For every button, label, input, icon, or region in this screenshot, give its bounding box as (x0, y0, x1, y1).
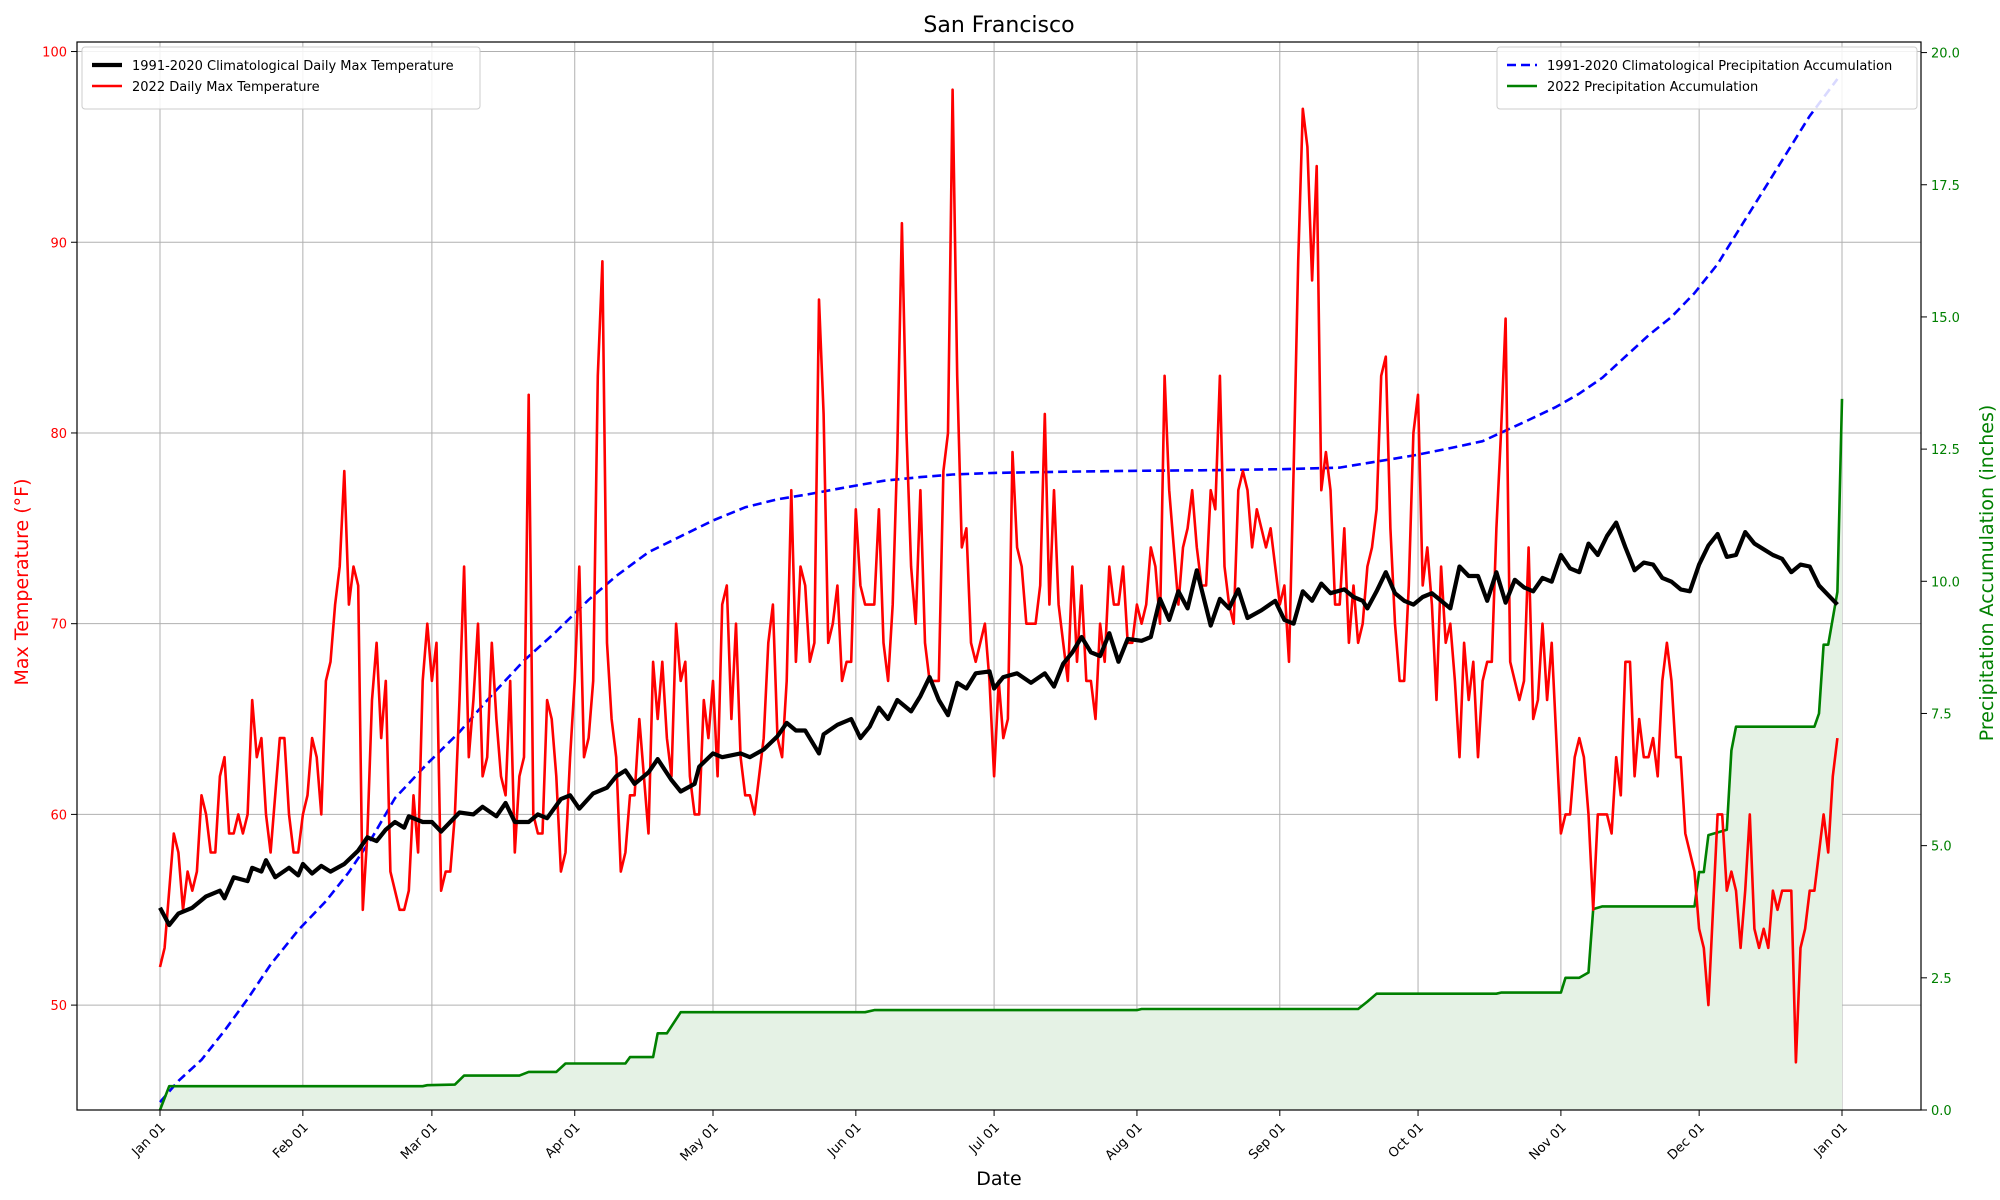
y-tick-label-left: 50 (50, 999, 67, 1014)
plot-frame (76, 41, 1922, 1111)
y-tick-label-right: 10.0 (1931, 575, 1960, 590)
y-axis-label-right: Precipitation Accumulation (inches) (1976, 405, 1998, 742)
y-tick-label-right: 15.0 (1931, 311, 1960, 326)
legend-box (81, 46, 481, 110)
y-tick-label-left: 90 (50, 236, 67, 251)
y-tick-label-right: 17.5 (1931, 179, 1960, 194)
legend-temperature: 1991-2020 Climatological Daily Max Tempe… (81, 46, 481, 110)
precipitation-fill (160, 398, 1842, 1110)
y-tick-label-right: 12.5 (1931, 443, 1960, 458)
y-tick-label-right: 2.5 (1931, 972, 1952, 987)
y-axis-left: 50 60 70 80 90 100 (42, 46, 77, 1014)
series-clim-precipitation-line (159, 78, 1839, 1103)
y-tick-label-right: 5.0 (1931, 840, 1952, 855)
legend-precipitation: 1991-2020 Climatological Precipitation A… (1496, 46, 1918, 110)
y-tick-label-left: 80 (50, 427, 67, 442)
legend-label: 1991-2020 Climatological Daily Max Tempe… (132, 59, 454, 74)
chart-title: San Francisco (923, 13, 1074, 38)
x-axis-label: Date (976, 1168, 1021, 1190)
legend-box (1496, 46, 1918, 110)
y-tick-label-right: 0.0 (1931, 1104, 1952, 1119)
series-clim-temperature-line (158, 520, 1839, 928)
y-tick-label-right: 20.0 (1931, 47, 1960, 62)
legend-label: 1991-2020 Climatological Precipitation A… (1547, 59, 1892, 74)
y-tick-label-right: 7.5 (1931, 707, 1952, 722)
y-tick-label-left: 60 (50, 808, 67, 823)
y-axis-right: 0.0 2.5 5.0 7.5 10.0 12.5 15.0 17.5 20.0 (1921, 47, 1960, 1119)
series-2022-precipitation-line (158, 398, 1844, 1111)
legend-label: 2022 Precipitation Accumulation (1547, 80, 1758, 95)
series-lines (158, 78, 1844, 1111)
precipitation-fill-area (160, 398, 1842, 1110)
y-tick-label-left: 100 (42, 46, 67, 61)
y-tick-label-left: 70 (50, 618, 67, 633)
legend-label: 2022 Daily Max Temperature (132, 80, 320, 95)
y-axis-label-left: Max Temperature (°F) (11, 479, 33, 686)
